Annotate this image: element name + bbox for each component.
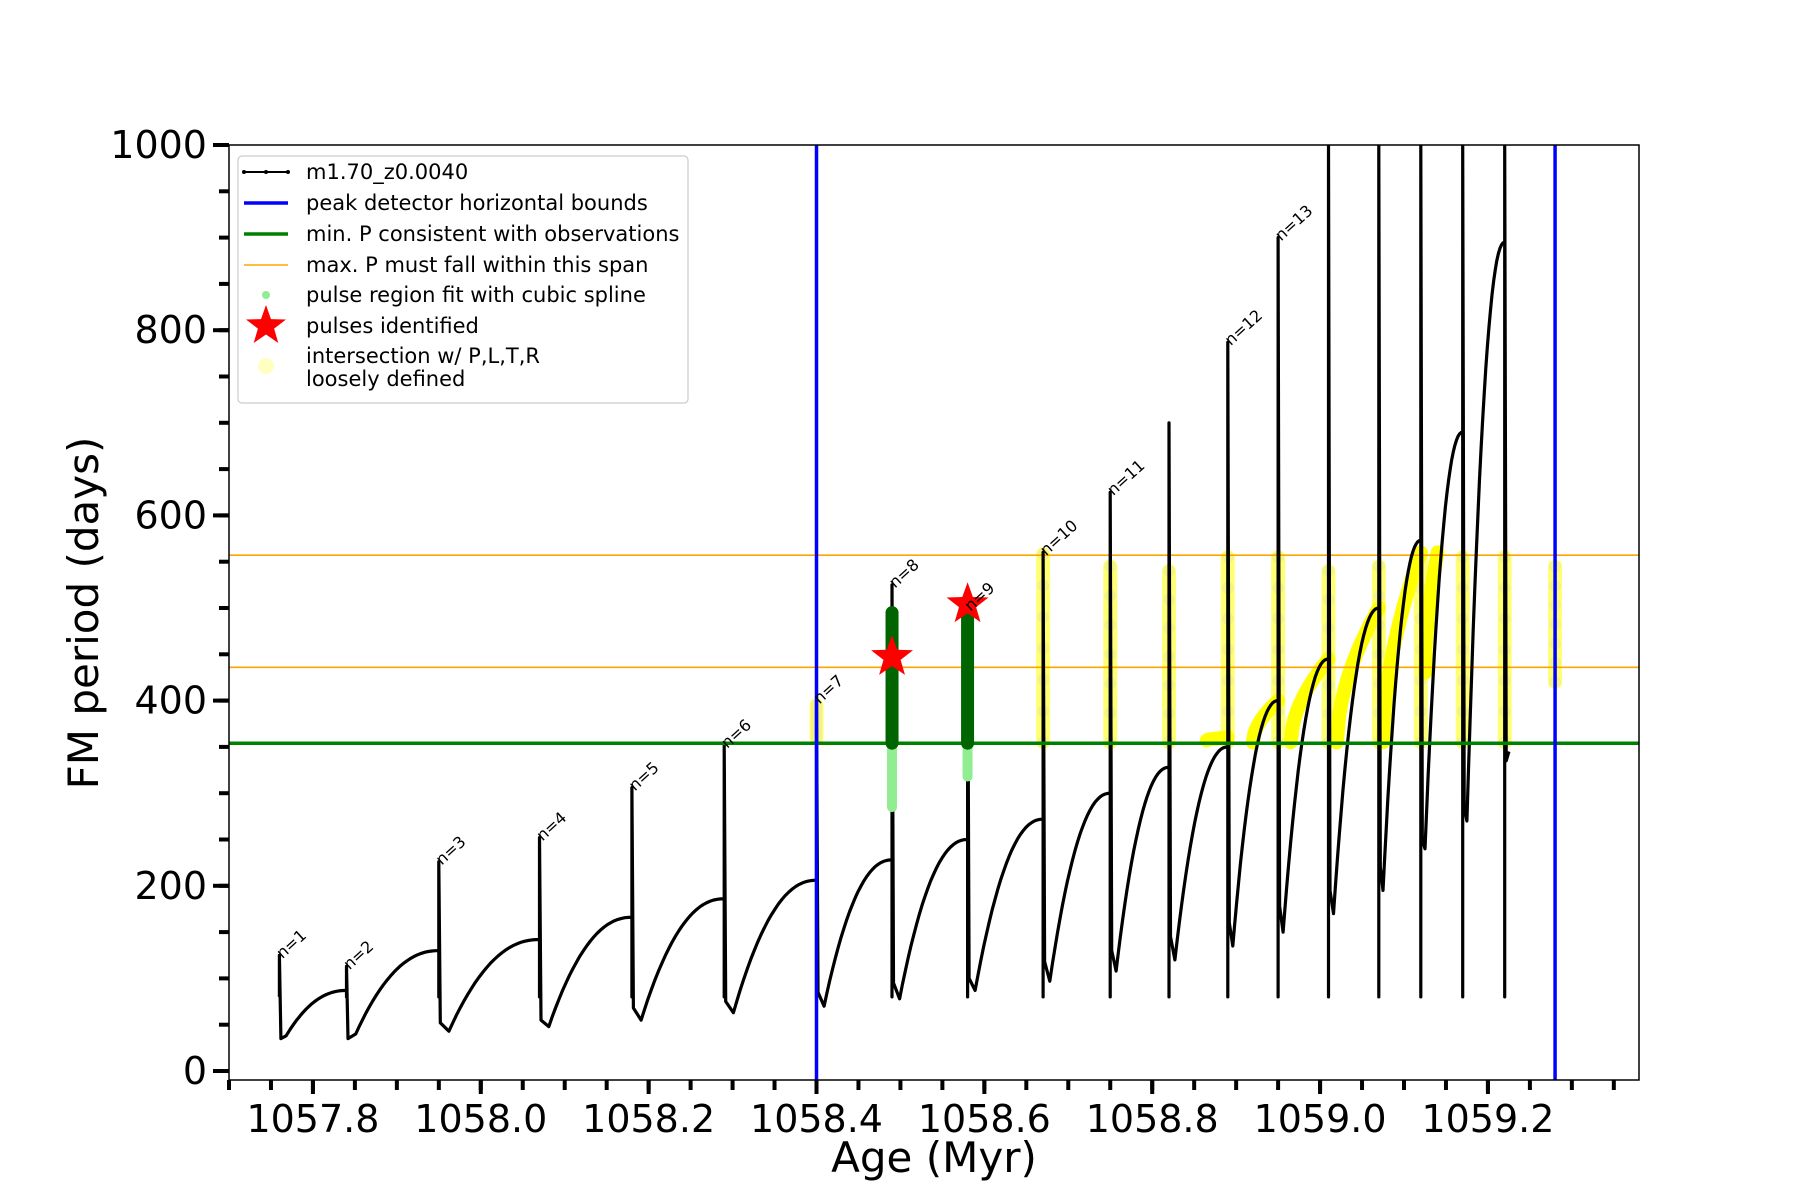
series-line-m1-70-z0-0040 [277,145,1511,1041]
x-tick-label: 1058.0 [414,1097,547,1141]
axes: 1057.8 1058.0 1058.2 1058.4 1058.6 1058.8 1059… [110,123,1616,1141]
x-tick-label: 1058.4 [750,1097,883,1141]
legend-swatch-marker [242,170,246,174]
y-tick-label: 800 [134,308,207,352]
y-axis-label: FM period (days) [59,437,108,790]
loose-intersection-arc [1199,730,1235,748]
x-tick-label: 1058.2 [582,1097,715,1141]
legend-frame [237,155,689,404]
x-tick-label: 1058.6 [918,1097,1051,1141]
y-tick-label: 400 [134,679,207,723]
y-tick-label: 0 [183,1049,207,1093]
legend-label-line2: loosely defined [306,367,465,391]
loose-intersection-arc [1329,601,1386,750]
loose-intersection-arc [1418,545,1445,680]
legend-label: min. P consistent with observations [306,222,679,246]
legend-label: pulse region fit with cubic spline [306,283,646,307]
legend-label: intersection w/ P,L,T,R [306,344,540,368]
x-tick-label: 1059.0 [1254,1097,1387,1141]
x-tick-label: 1059.2 [1421,1097,1554,1141]
identified-pulse-star [946,582,989,623]
legend-swatch-circle [258,358,274,374]
y-tick-label: 200 [134,864,207,908]
legend-swatch-marker [264,170,268,174]
legend-label: max. P must fall within this span [306,253,648,277]
legend-swatch-star [246,305,286,343]
legend-swatch-marker [286,170,290,174]
legend-swatch-dot [262,291,270,299]
identified-pulse-star [871,635,913,675]
legend-label: pulses identified [306,314,479,338]
legend-label: peak detector horizontal bounds [306,191,648,215]
x-tick-label: 1058.8 [1086,1097,1219,1141]
plot-frame [228,144,1640,1081]
legend-label: m1.70_z0.0040 [306,160,468,185]
x-axis-label: Age (Myr) [831,1133,1037,1182]
y-tick-label: 600 [134,493,207,537]
x-tick-label: 1057.8 [246,1097,379,1141]
y-tick-label: 1000 [110,123,207,167]
